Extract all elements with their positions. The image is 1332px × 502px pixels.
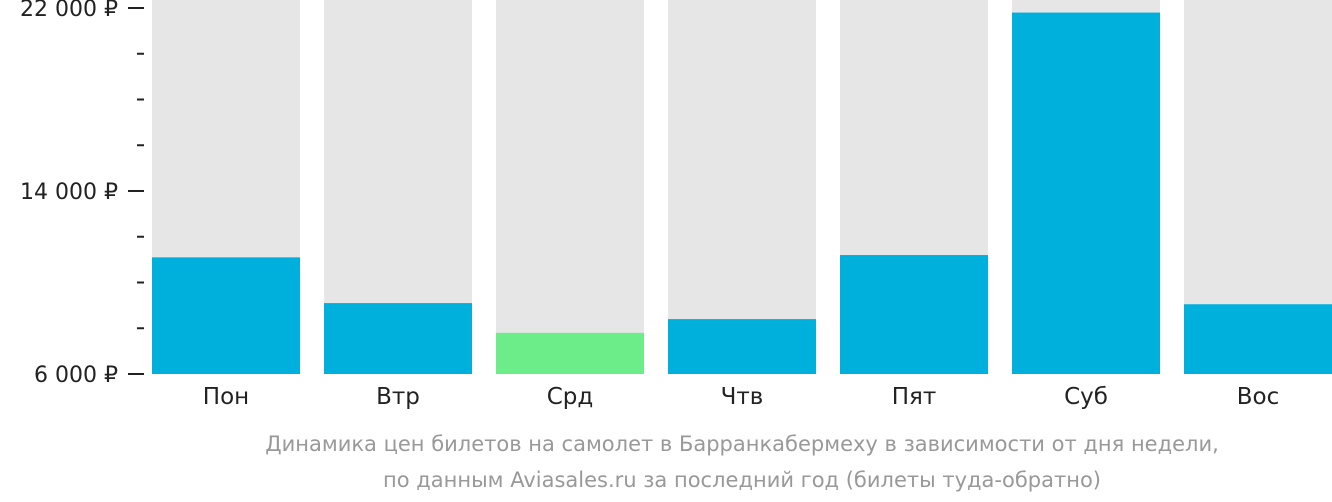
x-tick-label-2: Втр [376,384,420,410]
bar-background-3 [496,0,644,374]
price-bars [152,12,1332,374]
bar-4 [668,319,816,374]
y-axis: 22 000 ₽ 14 000 ₽ 6 000 ₽ [20,0,144,388]
bar-2 [324,303,472,374]
bar-7 [1184,304,1332,374]
y-tick-label-6000: 6 000 ₽ [34,363,118,388]
price-by-weekday-chart: 22 000 ₽ 14 000 ₽ 6 000 ₽ Пон Втр Срд Чтв Пят С… [20,0,1332,410]
x-tick-label-4: Чтв [721,384,764,410]
bar-background-4 [668,0,816,374]
chart-caption-line-1: Динамика цен билетов на самолет в Барран… [265,432,1219,456]
y-tick-label-14000: 14 000 ₽ [20,180,118,205]
chart-caption-line-2: по данным Aviasales.ru за последний год … [383,468,1101,492]
bar-3 [496,332,644,374]
x-tick-label-6: Суб [1064,384,1108,410]
x-tick-label-1: Пон [203,384,249,410]
y-tick-label-22000: 22 000 ₽ [20,0,118,22]
x-tick-label-3: Срд [547,384,594,410]
x-tick-label-7: Вос [1237,384,1280,410]
x-axis: Пон Втр Срд Чтв Пят Суб Вос [203,384,1279,410]
bar-5 [840,255,988,374]
bar-1 [152,257,300,374]
bar-6 [1012,12,1160,374]
x-tick-label-5: Пят [892,384,937,410]
